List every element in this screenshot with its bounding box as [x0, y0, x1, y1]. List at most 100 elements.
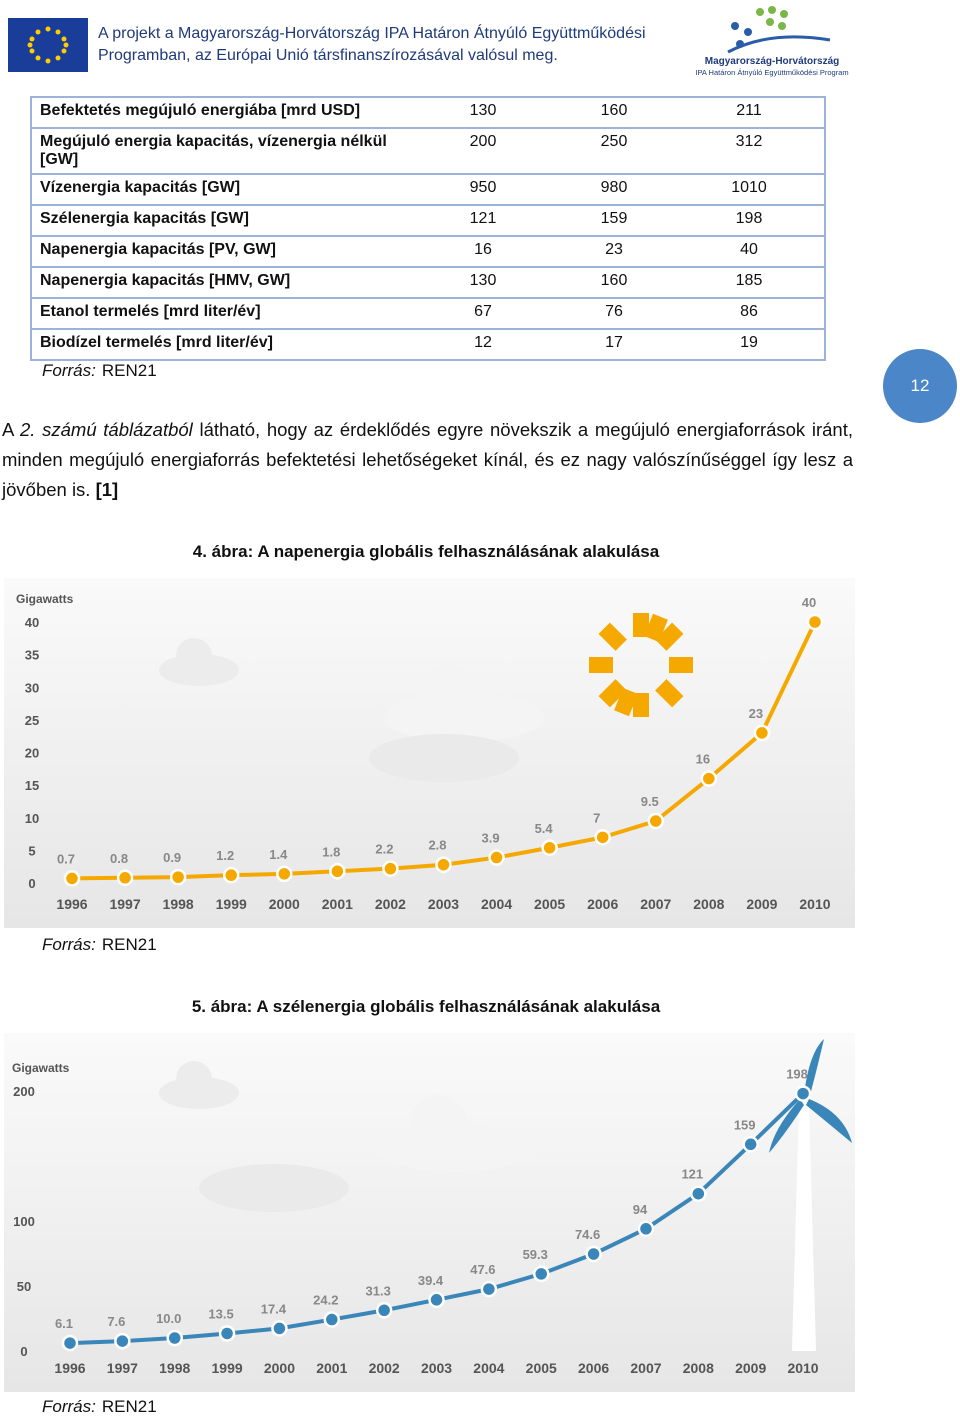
cell: 950 [412, 173, 554, 205]
y-tick-label: 50 [17, 1279, 31, 1294]
x-tick-label: 2008 [683, 1360, 714, 1376]
data-point [323, 1311, 341, 1328]
cell: 86 [674, 297, 825, 329]
y-tick-label: 200 [13, 1084, 35, 1099]
data-point [742, 1136, 759, 1153]
data-label: 2.2 [375, 842, 393, 857]
page-number: 12 [883, 349, 957, 423]
cell: 1010 [674, 173, 825, 205]
x-tick-label: 2004 [481, 896, 512, 912]
data-point [647, 812, 665, 830]
cell: 250 [554, 127, 674, 174]
y-tick-label: 0 [28, 876, 35, 891]
data-label: 39.4 [418, 1273, 444, 1288]
x-tick-label: 1997 [107, 1360, 138, 1376]
table-row: Biodízel termelés [mrd liter/év] 12 17 19 [31, 328, 825, 360]
source-label: Forrás: [42, 935, 96, 954]
figure-source: Forrás: REN21 [42, 935, 157, 955]
axis-title: Gigawatts [12, 1061, 70, 1075]
cell: 198 [674, 204, 825, 236]
data-label: 0.9 [163, 850, 181, 865]
row-label: Napenergia kapacitás [PV, GW] [31, 235, 412, 267]
row-label: Etanol termelés [mrd liter/év] [31, 297, 412, 329]
y-tick-label: 30 [25, 680, 39, 695]
table-source: Forrás: REN21 [42, 361, 157, 381]
cell: 23 [554, 235, 674, 267]
cell: 312 [674, 127, 825, 174]
row-label: Befektetés megújuló energiába [mrd USD] [31, 96, 412, 128]
x-tick-label: 2000 [264, 1360, 295, 1376]
data-point [114, 1332, 131, 1350]
row-label: Biodízel termelés [mrd liter/év] [31, 328, 412, 360]
source-label: Forrás: [42, 361, 96, 380]
data-point [753, 724, 771, 742]
x-tick-label: 2006 [587, 896, 618, 912]
x-tick-label: 2007 [630, 1360, 661, 1376]
logo-title: Magyarország-Horvátország [704, 56, 840, 67]
cell: 211 [674, 96, 825, 128]
data-point [375, 1302, 393, 1319]
cell: 160 [554, 266, 674, 298]
data-label: 159 [734, 1117, 756, 1132]
y-tick-label: 0 [20, 1344, 27, 1359]
data-point [585, 1245, 602, 1263]
data-label: 7.6 [107, 1314, 125, 1329]
cell: 130 [412, 266, 554, 298]
row-label: Napenergia kapacitás [HMV, GW] [31, 266, 412, 298]
x-tick-label: 2002 [375, 896, 406, 912]
data-label: 24.2 [313, 1293, 338, 1308]
data-label: 121 [681, 1167, 703, 1182]
x-tick-label: 2009 [746, 896, 777, 912]
x-tick-label: 1996 [56, 896, 87, 912]
header-text: Programban, az Európai Unió társfinanszí… [98, 47, 558, 64]
x-tick-label: 2009 [735, 1360, 766, 1376]
y-tick-label: 100 [13, 1214, 35, 1229]
cell: 67 [412, 297, 554, 329]
cell: 200 [412, 127, 554, 174]
data-point [532, 1265, 550, 1283]
y-tick-label: 25 [25, 713, 39, 728]
logo-subtitle: IPA Határon Átnyúló Együttműködési Progr… [695, 68, 849, 77]
data-label: 74.6 [575, 1227, 600, 1242]
chart: Gigawatts 0 50 100 200 1996 1997 1998 1999 2000 20… [4, 1033, 855, 1392]
data-label: 3.9 [482, 831, 500, 846]
x-tick-label: 1998 [163, 896, 194, 912]
reference: 2. számú táblázatból [20, 419, 193, 440]
data-point [435, 856, 452, 873]
data-point [700, 770, 718, 787]
data-label: 1.8 [322, 844, 340, 859]
data-label: 1.2 [216, 848, 234, 863]
data-label: 0.7 [57, 851, 75, 866]
x-tick-label: 2008 [693, 896, 724, 912]
data-label: 23 [749, 706, 763, 721]
data-label: 31.3 [366, 1283, 391, 1298]
x-tick-label: 2002 [369, 1360, 400, 1376]
table-row: Napenergia kapacitás [PV, GW] 16 23 40 [31, 235, 825, 267]
x-tick-label: 2006 [578, 1360, 609, 1376]
data-point [382, 860, 399, 877]
cell: 185 [674, 266, 825, 298]
x-tick-label: 2010 [787, 1360, 818, 1376]
cell: 130 [412, 96, 554, 128]
cell: 19 [674, 328, 825, 360]
data-point [541, 839, 558, 857]
data-point [428, 1291, 445, 1309]
row-label: Vízenergia kapacitás [GW] [31, 173, 412, 205]
data-label: 9.5 [641, 794, 659, 809]
data-point [116, 869, 134, 887]
data-label: 40 [802, 595, 816, 610]
table-row: Szélenergia kapacitás [GW] 121 159 198 [31, 204, 825, 236]
data-point [276, 865, 293, 883]
data-label: 2.8 [428, 838, 446, 853]
x-tick-label: 2000 [269, 896, 300, 912]
data-label: 47.6 [470, 1262, 495, 1277]
citation: [1] [95, 479, 119, 500]
source: REN21 [101, 361, 157, 380]
table-row: Vízenergia kapacitás [GW] 950 980 1010 [31, 173, 825, 205]
figure-caption: 4. ábra: A napenergia globális felhaszná… [192, 542, 660, 561]
x-tick-label: 2001 [316, 1360, 347, 1376]
cell: 160 [554, 96, 674, 128]
data-label: 16 [696, 752, 710, 767]
y-tick-label: 40 [25, 615, 39, 630]
